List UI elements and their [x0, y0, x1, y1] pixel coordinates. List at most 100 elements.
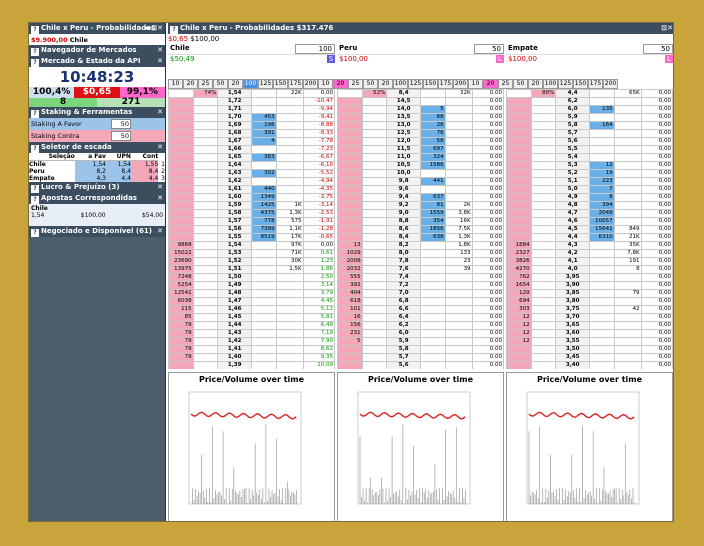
ladder-row[interactable]: 16 6,4 0,00 — [337, 313, 504, 322]
stake-button[interactable]: 175 — [288, 79, 303, 89]
ladder-row[interactable]: 9868 1,54 97K 0,00 — [168, 241, 335, 250]
stake-button[interactable]: 200 — [603, 79, 618, 89]
ladder-row[interactable]: 9,8 441 0,00 — [337, 177, 504, 186]
ladder-row[interactable]: 4,5 15641 849 0,00 — [506, 225, 673, 234]
ladder-row[interactable]: 1,59 1425 1K -3,14 — [168, 201, 335, 210]
stake-button[interactable]: 20 — [333, 79, 348, 89]
ladder-row[interactable]: 10,0 0,00 — [337, 169, 504, 178]
ladder-row[interactable]: 1884 4,3 35K 0,00 — [506, 241, 673, 250]
stake-button[interactable]: 20 — [378, 79, 393, 89]
stake-button[interactable]: 25 — [498, 79, 513, 89]
stake-button[interactable]: 150 — [273, 79, 288, 89]
ladder-row[interactable]: 1,56 7399 1,1K -1,28 — [168, 225, 335, 234]
stake-button[interactable]: 100 — [393, 79, 408, 89]
market-stake-input[interactable]: 50 — [643, 44, 673, 54]
stake-button[interactable]: 175 — [438, 79, 453, 89]
ladder-row[interactable]: 1,67 4 -7,78 — [168, 137, 335, 146]
stake-button[interactable]: 50 — [363, 79, 378, 89]
ladder-row[interactable]: 1,70 453 -9,41 — [168, 113, 335, 122]
ladder-row[interactable]: 6,2 0,00 — [506, 97, 673, 106]
ladder-row[interactable]: 9,0 1559 3,8K 0,00 — [337, 209, 504, 218]
ladder-row[interactable]: 1,68 391 -8,33 — [168, 129, 335, 138]
selector-row[interactable]: Peru 8,2 8,4 8,4 2 — [29, 168, 165, 175]
ladder-row[interactable]: 5,8 164 0,00 — [506, 121, 673, 130]
ladder-row[interactable]: 52% 8,4 32K 0,00 — [337, 89, 504, 98]
stake-button[interactable]: 20 — [483, 79, 498, 89]
ladder-row[interactable]: 12541 1,48 3,79 — [168, 289, 335, 298]
nav-header[interactable]: ? Navegador de Mercados ✕ — [29, 45, 165, 56]
ladder-row[interactable]: 79 1,43 7,19 — [168, 329, 335, 338]
stake-button[interactable]: 50 — [213, 79, 228, 89]
ladder-row[interactable]: 14,5 0,00 — [337, 97, 504, 106]
ladder-row[interactable]: 1,72 -10,47 — [168, 97, 335, 106]
ladder-row[interactable]: 5,7 0,00 — [337, 353, 504, 362]
ladder-row[interactable]: 12 3,65 0,00 — [506, 321, 673, 330]
ladder-row[interactable]: 5 5,9 0,00 — [337, 337, 504, 346]
price-ladder[interactable]: 52% 8,4 32K 0,00 14,5 0,00 14,0 5 0,00 13,5 68 0,00… — [337, 89, 504, 369]
ladder-row[interactable]: 7248 1,50 2,50 — [168, 273, 335, 282]
ladder-row[interactable]: 4270 4,0 8 0,00 — [506, 265, 673, 274]
ladder-row[interactable]: 10,5 1586 0,00 — [337, 161, 504, 170]
market-stake-input[interactable]: 50 — [474, 44, 504, 54]
ladder-row[interactable]: 8,6 1856 7,5K 0,00 — [337, 225, 504, 234]
stake-button[interactable]: 20 — [228, 79, 243, 89]
ladder-row[interactable]: 156 6,2 0,00 — [337, 321, 504, 330]
ladder-row[interactable]: 1,57 778 575 -1,91 — [168, 217, 335, 226]
stake-button[interactable]: 20 — [183, 79, 198, 89]
ladder-row[interactable]: 1,65 383 -6,67 — [168, 153, 335, 162]
ladder-row[interactable]: 5,3 12 0,00 — [506, 161, 673, 170]
ladder-row[interactable]: 13,0 28 0,00 — [337, 121, 504, 130]
ladder-row[interactable]: 3,40 0,00 — [506, 361, 673, 369]
ladder-row[interactable]: 1,61 440 -4,35 — [168, 185, 335, 194]
ladder-row[interactable]: 101 6,6 0,00 — [337, 305, 504, 314]
ladder-row[interactable]: 1,55 8519 17K -0,65 — [168, 233, 335, 242]
ladder-row[interactable]: 1,71 -9,94 — [168, 105, 335, 114]
ladder-row[interactable]: 5254 1,49 3,14 — [168, 281, 335, 290]
ladder-row[interactable]: 12,0 58 0,00 — [337, 137, 504, 146]
ladder-row[interactable]: 12,5 76 0,00 — [337, 129, 504, 138]
ladder-row[interactable]: 115 1,46 5,12 — [168, 305, 335, 314]
ladder-row[interactable]: 8,8 354 16K 0,00 — [337, 217, 504, 226]
pl-header[interactable]: ? Lucro & Prejuízo (3) ✕ — [29, 182, 165, 193]
ladder-row[interactable]: 12 3,60 0,00 — [506, 329, 673, 338]
ladder-row[interactable]: 5,5 0,00 — [506, 145, 673, 154]
selector-row[interactable]: Empate 4,3 4,4 4,4 3 — [29, 175, 165, 182]
ladder-row[interactable]: 5,6 0,00 — [506, 137, 673, 146]
ladder-row[interactable]: 5,8 0,00 — [337, 345, 504, 354]
api-header[interactable]: ? Mercado & Estado da API ✕ — [29, 56, 165, 67]
stake-button[interactable]: 175 — [588, 79, 603, 89]
ladder-row[interactable]: 694 3,80 0,00 — [506, 297, 673, 306]
ladder-row[interactable]: 404 7,0 0,00 — [337, 289, 504, 298]
price-ladder[interactable]: 74% 1,54 22K 0,00 1,72 -10,47 1,71 -9,94 1,70 453… — [168, 89, 335, 369]
ladder-row[interactable]: 5,7 0,00 — [506, 129, 673, 138]
ladder-row[interactable]: 392 7,2 0,00 — [337, 281, 504, 290]
ladder-row[interactable]: 8,4 638 1,3K 0,00 — [337, 233, 504, 242]
ladder-row[interactable]: 1029 8,0 133 0,00 — [337, 249, 504, 258]
ladder-row[interactable]: 5,1 223 0,00 — [506, 177, 673, 186]
stake-contra-input[interactable]: 50 — [111, 131, 131, 141]
ladder-row[interactable]: 5,4 0,00 — [506, 153, 673, 162]
stake-button[interactable]: 200 — [303, 79, 318, 89]
ladder-row[interactable]: 1,69 196 -8,88 — [168, 121, 335, 130]
ladder-row[interactable]: 1,58 4375 1,3K -2,53 — [168, 209, 335, 218]
stake-button[interactable]: 20 — [528, 79, 543, 89]
ladder-row[interactable]: 4,8 394 0,00 — [506, 201, 673, 210]
ladder-row[interactable]: 12 3,70 0,00 — [506, 313, 673, 322]
ladder-row[interactable]: 4,4 6310 21K 0,00 — [506, 233, 673, 242]
stake-button[interactable]: 10 — [318, 79, 333, 89]
ladder-row[interactable]: 618 6,8 0,00 — [337, 297, 504, 306]
ladder-row[interactable]: 1,63 302 -5,52 — [168, 169, 335, 178]
ladder-row[interactable]: 6038 1,47 4,45 — [168, 297, 335, 306]
traded-header[interactable]: ? Negociado e Disponível (61) ✕ — [29, 226, 165, 237]
help-icon[interactable]: ? — [31, 26, 39, 34]
market-lock-icon[interactable]: L — [665, 55, 673, 63]
ladder-row[interactable]: 79 1,41 8,62 — [168, 345, 335, 354]
ladder-row[interactable]: 11,0 324 0,00 — [337, 153, 504, 162]
market-stake-input[interactable]: 100 — [295, 44, 335, 54]
ladder-row[interactable]: 80% 4,4 65K 0,00 — [506, 89, 673, 98]
ladder-row[interactable]: 1,66 -7,23 — [168, 145, 335, 154]
market-lock-icon[interactable]: L — [496, 55, 504, 63]
ladder-row[interactable]: 13975 1,51 1,5K 1,86 — [168, 265, 335, 274]
ladder-row[interactable]: 12 3,55 0,00 — [506, 337, 673, 346]
ladder-row[interactable]: 762 3,95 0,00 — [506, 273, 673, 282]
